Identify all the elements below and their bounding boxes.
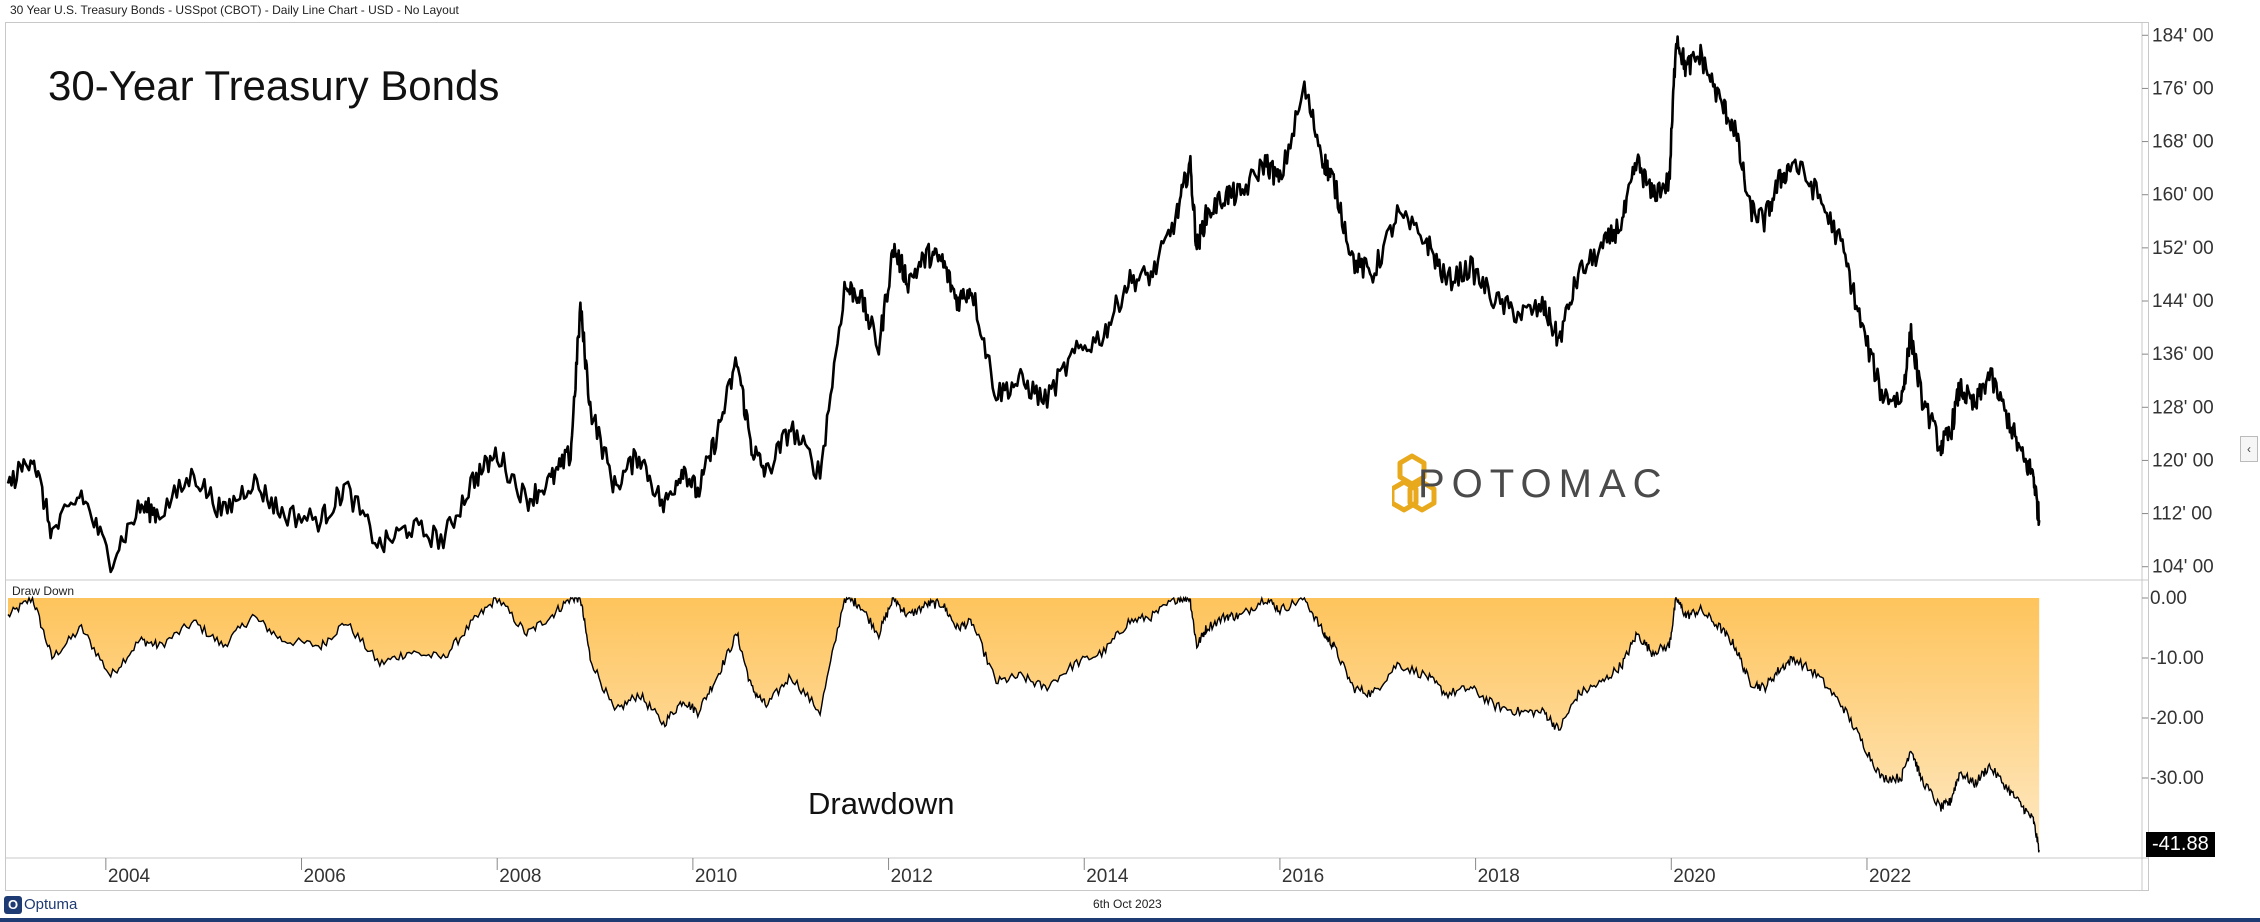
time-tick-label: 2018	[1478, 866, 1520, 887]
time-tick-label: 2012	[891, 866, 933, 887]
price-tick-label: 152' 00	[2152, 238, 2214, 259]
time-tick-label: 2010	[695, 866, 737, 887]
chart-title: 30-Year Treasury Bonds	[48, 62, 500, 109]
price-tick-label: 176' 00	[2152, 78, 2214, 99]
price-tick-label: 160' 00	[2152, 185, 2214, 206]
drawdown-panel-label: Draw Down	[12, 584, 75, 598]
price-line	[6, 35, 2041, 574]
price-tick-label: 168' 00	[2152, 132, 2214, 153]
time-tick-label: 2020	[1673, 866, 1715, 887]
price-tick-label: 136' 00	[2152, 344, 2214, 365]
footer-date: 6th Oct 2023	[1093, 897, 1162, 911]
price-axis: 184' 00 176' 00 168' 00 160' 00 152' 00 144' …	[2142, 25, 2214, 578]
price-tick-label: 104' 00	[2152, 557, 2214, 578]
optuma-name: Optuma	[24, 896, 78, 913]
potomac-logo-text: POTOMAC	[1418, 462, 1669, 506]
optuma-brand: O Optuma	[4, 896, 78, 915]
drawdown-area	[8, 598, 2040, 853]
price-tick-label: 184' 00	[2152, 25, 2214, 46]
potomac-logo-icon	[1392, 453, 1437, 513]
bottom-bar	[0, 918, 2260, 922]
chart-header-info: 30 Year U.S. Treasury Bonds - USSpot (CB…	[10, 3, 459, 17]
time-tick-label: 2022	[1869, 866, 1911, 887]
drawdown-title: Drawdown	[808, 786, 955, 821]
drawdown-series	[7, 595, 2040, 853]
time-tick-label: 2016	[1282, 866, 1324, 887]
time-tick-label: 2004	[108, 866, 151, 887]
drawdown-tick-label: 0.00	[2150, 588, 2187, 609]
time-tick-label: 2008	[499, 866, 541, 887]
drawdown-tick-label: -10.00	[2150, 648, 2204, 669]
time-axis: 2004 2006 2008 2010 2012 2014 2016 2018 2020 2022	[105, 858, 1911, 887]
side-panel-toggle[interactable]: ‹	[2240, 436, 2258, 462]
drawdown-line	[7, 595, 2040, 853]
time-tick-label: 2006	[304, 866, 346, 887]
price-tick-label: 112' 00	[2152, 504, 2212, 525]
drawdown-axis: 0.00 -10.00 -20.00 -30.00	[2142, 588, 2204, 789]
price-tick-label: 144' 00	[2152, 291, 2214, 312]
drawdown-tick-label: -20.00	[2150, 708, 2204, 729]
time-tick-label: 2014	[1086, 866, 1129, 887]
drawdown-tick-label: -30.00	[2150, 768, 2204, 789]
chart-frame	[5, 22, 2149, 891]
price-series	[6, 35, 2041, 574]
price-tick-label: 120' 00	[2152, 450, 2214, 471]
optuma-logo-icon: O	[4, 896, 22, 915]
price-tick-label: 128' 00	[2152, 397, 2214, 418]
drawdown-last-value: -41.88	[2146, 832, 2215, 857]
